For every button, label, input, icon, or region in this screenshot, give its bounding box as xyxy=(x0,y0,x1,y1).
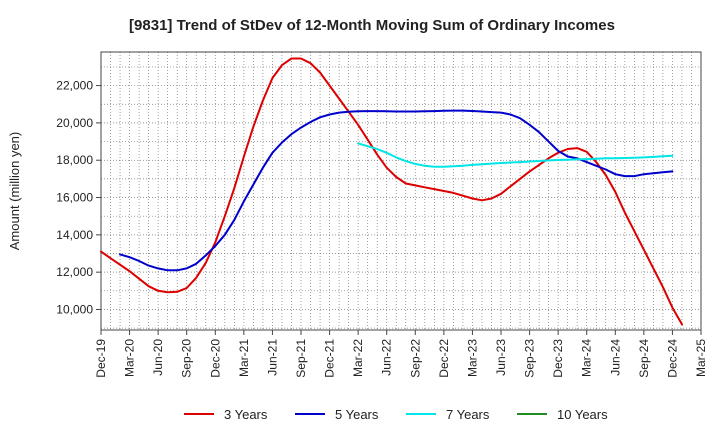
x-tick-label: Sep-21 xyxy=(294,339,308,378)
series-group xyxy=(100,57,683,326)
x-tick-label: Mar-21 xyxy=(237,339,251,377)
x-tick-label: Mar-25 xyxy=(694,339,708,377)
x-tick-label: Sep-24 xyxy=(637,339,651,378)
x-tick-label: Jun-22 xyxy=(380,339,394,376)
x-tick-label: Mar-23 xyxy=(465,339,479,377)
legend-label-7-years: 7 Years xyxy=(446,407,490,422)
legend-label-10-years: 10 Years xyxy=(557,407,608,422)
series-line-3-years xyxy=(100,57,683,326)
y-tick-label: 18,000 xyxy=(56,153,93,167)
series-line-7-years xyxy=(357,142,674,168)
y-tick-label: 20,000 xyxy=(56,116,93,130)
x-tick-label: Dec-24 xyxy=(665,339,679,378)
x-tick-label: Dec-22 xyxy=(437,339,451,378)
legend-label-5-years: 5 Years xyxy=(335,407,379,422)
plot-area xyxy=(101,52,701,330)
legend-label-3-years: 3 Years xyxy=(224,407,268,422)
x-tick-label: Mar-20 xyxy=(123,339,137,377)
y-tick-label: 14,000 xyxy=(56,228,93,242)
plot-border xyxy=(100,51,702,331)
x-tick-label: Dec-20 xyxy=(208,339,222,378)
legend: 3 Years 5 Years 7 Years 10 Years xyxy=(184,407,608,422)
y-axis: 10,000 12,000 14,000 16,000 18,000 20,000 22,0… xyxy=(56,79,101,316)
x-tick-label: Mar-22 xyxy=(351,339,365,377)
x-tick-label: Dec-21 xyxy=(323,339,337,378)
y-tick-label: 10,000 xyxy=(56,302,93,316)
x-tick-label: Jun-20 xyxy=(151,339,165,376)
x-tick-label: Sep-20 xyxy=(180,339,194,378)
y-tick-label: 16,000 xyxy=(56,191,93,205)
x-tick-label: Jun-21 xyxy=(265,339,279,376)
x-tick-label: Dec-23 xyxy=(551,339,565,378)
x-tick-label: Jun-24 xyxy=(608,339,622,376)
x-axis: Dec-19 Mar-20 Jun-20 Sep-20 Dec-20 Mar-21 Jun-… xyxy=(94,330,708,378)
x-tick-label: Mar-24 xyxy=(580,339,594,377)
chart-title: [9831] Trend of StDev of 12-Month Moving… xyxy=(129,17,615,34)
y-axis-label: Amount (million yen) xyxy=(7,132,22,251)
x-tick-label: Sep-23 xyxy=(523,339,537,378)
y-tick-label: 22,000 xyxy=(56,79,93,93)
grid xyxy=(100,52,702,330)
x-tick-label: Dec-19 xyxy=(94,339,108,378)
y-tick-label: 12,000 xyxy=(56,265,93,279)
x-tick-label: Sep-22 xyxy=(408,339,422,378)
x-tick-label: Jun-23 xyxy=(494,339,508,376)
